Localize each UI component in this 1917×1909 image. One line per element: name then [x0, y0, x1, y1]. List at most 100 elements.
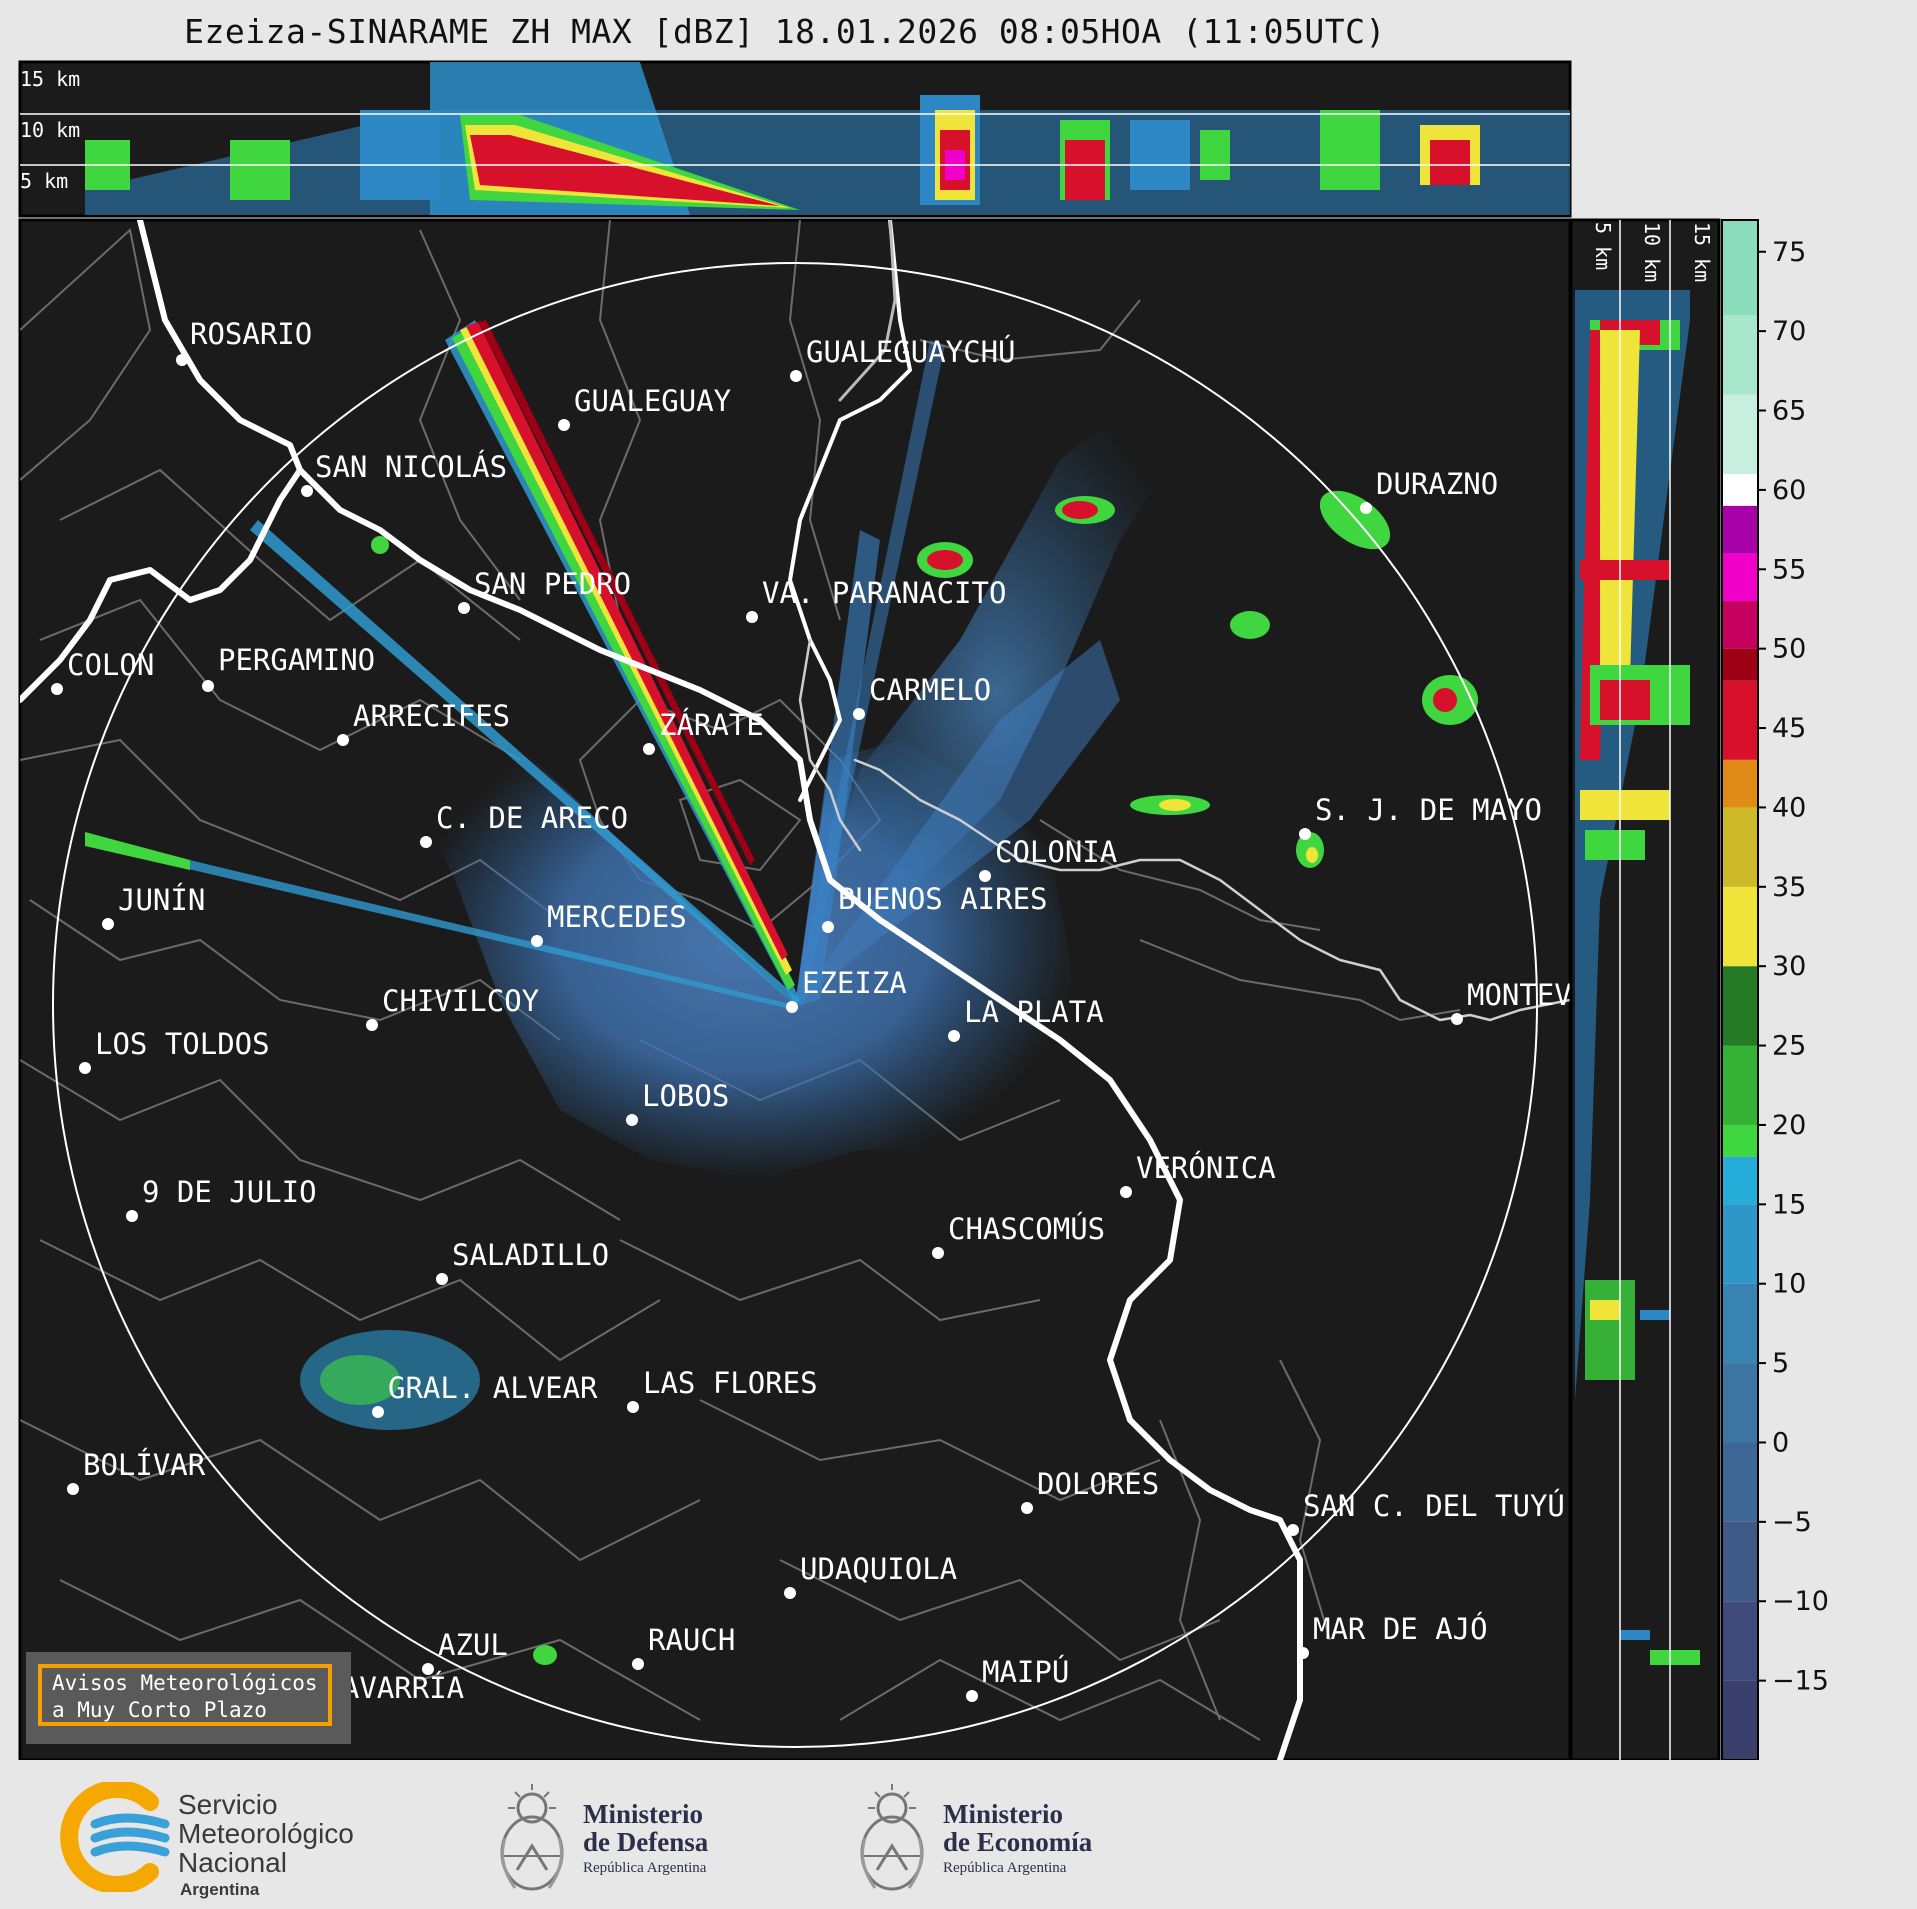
city-label: CHASCOMÚS [948, 1212, 1105, 1246]
colorbar-band [1722, 1442, 1758, 1522]
colorbar-tick-label: 70 [1772, 316, 1806, 347]
city-dot [67, 1483, 79, 1495]
city-label: SALADILLO [452, 1238, 609, 1272]
city-marker: COLONIA [979, 835, 1117, 882]
city-marker: C. DE ARECO [420, 801, 628, 848]
smn-logo: Servicio Meteorológico Nacional Argentin… [55, 1780, 395, 1899]
city-dot [558, 419, 570, 431]
city-label: MERCEDES [547, 900, 687, 934]
city-label: EZEIZA [802, 966, 907, 1000]
side-height-label: 5 km [1591, 222, 1615, 270]
city-dot [372, 1406, 384, 1418]
city-marker: UDAQUIOLA [784, 1552, 957, 1599]
colorbar-band [1722, 648, 1758, 681]
city-dot [822, 921, 834, 933]
city-dot [790, 370, 802, 382]
city-marker: EZEIZA [786, 966, 907, 1013]
alert-box[interactable]: Avisos Meteorológicos a Muy Corto Plazo [26, 1652, 351, 1744]
city-dot [1451, 1013, 1463, 1025]
colorbar-tick-label: 45 [1772, 713, 1806, 744]
city-label: SAN C. DEL TUYÚ [1303, 1489, 1565, 1523]
city-marker: GUALEGUAY [558, 384, 731, 431]
city-marker: AZUL [422, 1628, 508, 1675]
top-height-label: 15 km [20, 67, 80, 91]
side-height-panel: 5 km 10 km 15 km [1569, 218, 1721, 1760]
radar-figure: 15 km 10 km 5 km [18, 60, 1829, 1760]
city-marker: SAN PEDRO [458, 567, 631, 614]
colorbar-band [1722, 553, 1758, 602]
city-dot [202, 680, 214, 692]
city-dot [948, 1030, 960, 1042]
top-height-panel: 15 km 10 km 5 km [18, 60, 1572, 218]
city-label: DOLORES [1037, 1467, 1159, 1501]
city-label: RAUCH [648, 1623, 735, 1657]
city-marker: BOLÍVAR [67, 1448, 206, 1495]
defensa-line2: de Defensa [583, 1827, 709, 1857]
smn-country: Argentina [180, 1880, 260, 1899]
city-dot [1297, 1647, 1309, 1659]
city-dot [531, 935, 543, 947]
colorbar-band [1722, 1204, 1758, 1284]
city-label: ZÁRATE [659, 708, 764, 742]
city-label: VA. PARANACITO [762, 576, 1006, 610]
colorbar-tick-label: 60 [1772, 475, 1806, 506]
city-label: LOBOS [642, 1079, 729, 1113]
colorbar-tick-label: −15 [1772, 1666, 1829, 1697]
defensa-line1: Ministerio [583, 1799, 703, 1829]
city-label: MAR DE AJÓ [1313, 1612, 1488, 1646]
city-dot [420, 836, 432, 848]
colorbar-band [1722, 1680, 1758, 1760]
alert-box-border[interactable]: Avisos Meteorológicos a Muy Corto Plazo [38, 1664, 332, 1726]
city-label: LAS FLORES [643, 1366, 818, 1400]
smn-emblem-icon [60, 1780, 170, 1894]
colorbar-tick-label: 65 [1772, 396, 1806, 427]
colorbar-tick-label: 0 [1772, 1427, 1789, 1458]
alert-line-1: Avisos Meteorológicos [52, 1671, 318, 1695]
city-label: ARRECIFES [353, 699, 510, 733]
city-label: CHIVILCOY [382, 984, 539, 1018]
city-dot [1120, 1186, 1132, 1198]
city-marker: MONTEVIDEO [1451, 978, 1570, 1025]
economia-logo: Ministerio de Economía República Argenti… [855, 1778, 1135, 1898]
colorbar-tick-label: 55 [1772, 554, 1806, 585]
colorbar-tick-label: −5 [1772, 1507, 1812, 1538]
colorbar-band [1722, 1363, 1758, 1443]
city-dot [79, 1062, 91, 1074]
colorbar-band [1722, 886, 1758, 967]
city-label: UDAQUIOLA [800, 1552, 957, 1586]
city-label: BUENOS AIRES [838, 882, 1048, 916]
city-marker: RAUCH [632, 1623, 735, 1670]
city-marker: 9 DE JULIO [126, 1175, 317, 1222]
city-marker: BUENOS AIRES [822, 882, 1048, 933]
colorbar-tick-label: 75 [1772, 237, 1806, 268]
colorbar-tick-label: 50 [1772, 634, 1806, 665]
city-marker: LAS FLORES [627, 1366, 818, 1413]
city-label: JUNÍN [118, 883, 205, 917]
colorbar-tick-label: 10 [1772, 1269, 1806, 1300]
defensa-line3: República Argentina [583, 1860, 707, 1876]
city-dot [1021, 1502, 1033, 1514]
city-label: SAN NICOLÁS [315, 450, 507, 484]
city-label: 9 DE JULIO [142, 1175, 317, 1209]
colorbar-band [1722, 1601, 1758, 1681]
city-dot [337, 734, 349, 746]
city-dot [643, 743, 655, 755]
colorbar-band [1722, 1045, 1758, 1125]
city-label: PERGAMINO [218, 643, 375, 677]
city-marker: GRAL. ALVEAR [372, 1371, 598, 1418]
city-dot [746, 611, 758, 623]
city-label: CARMELO [869, 673, 991, 707]
city-marker: VA. PARANACITO [746, 576, 1006, 623]
side-height-label: 15 km [1690, 222, 1714, 282]
city-marker: CHIVILCOY [366, 984, 539, 1031]
economia-line1: Ministerio [943, 1799, 1063, 1829]
colorbar-band [1722, 601, 1758, 649]
city-dot [979, 870, 991, 882]
colorbar-tick-label: 35 [1772, 872, 1806, 903]
top-height-label: 10 km [20, 118, 80, 142]
city-dot [932, 1247, 944, 1259]
city-marker: SALADILLO [436, 1238, 609, 1285]
city-label: LA PLATA [964, 995, 1104, 1029]
top-height-label: 5 km [20, 169, 68, 193]
